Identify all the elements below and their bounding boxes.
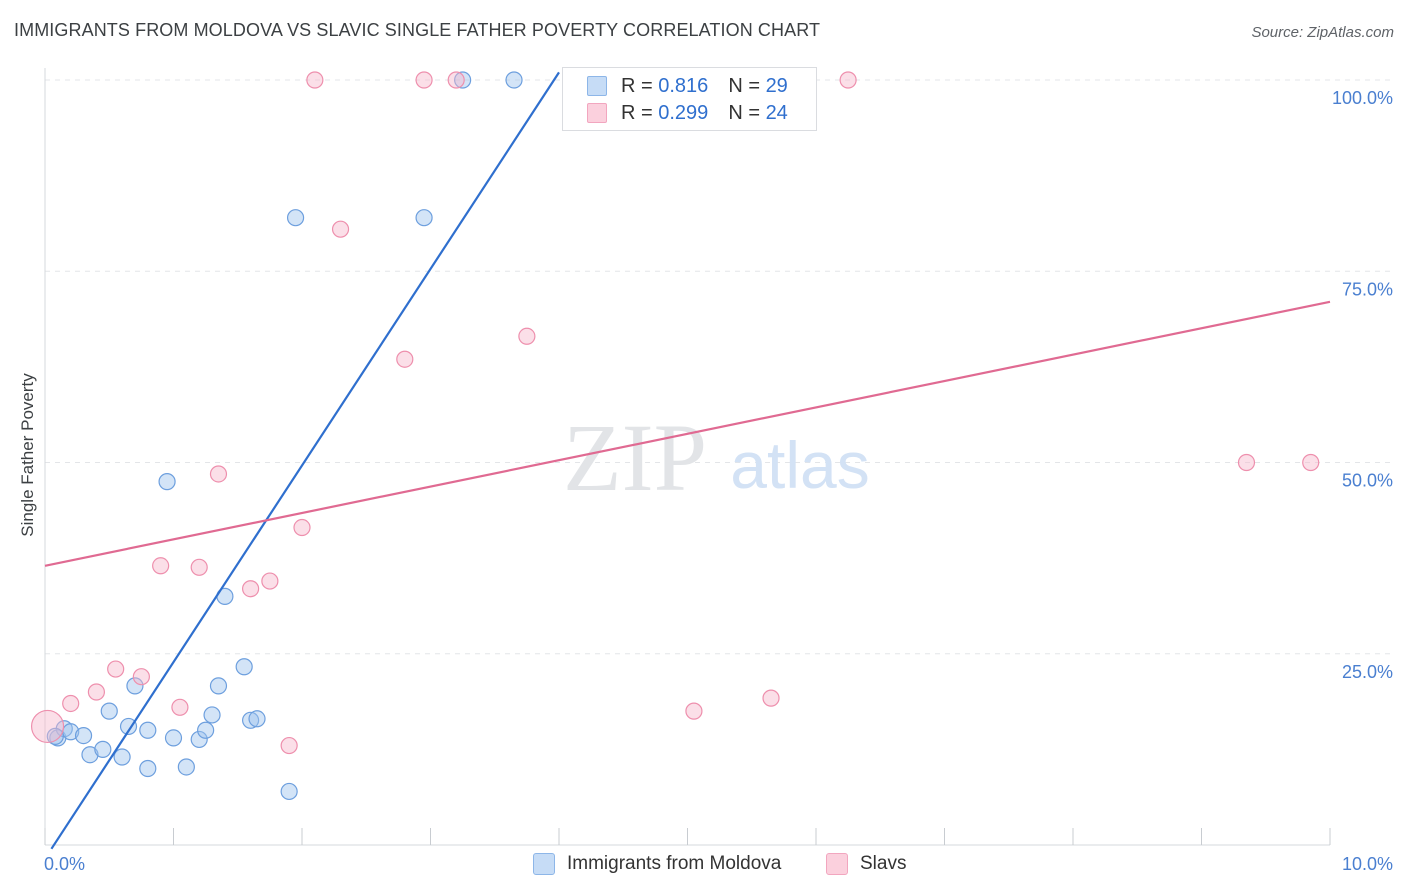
point-moldova [139, 759, 157, 778]
legend-r-label: R = [621, 74, 653, 97]
trend-line-slavs [44, 300, 1331, 567]
point-moldova [209, 677, 228, 695]
point-moldova [190, 730, 208, 749]
point-moldova [235, 658, 253, 676]
point-moldova [505, 71, 523, 89]
series-legend-moldova: Immigrants from Moldova [533, 853, 781, 875]
point-moldova [158, 473, 176, 491]
legend-n-value: 24 [765, 101, 788, 124]
point-moldova [139, 721, 157, 739]
point-moldova [46, 727, 64, 745]
legend-row-slavs: R = 0.299 N = 24 [587, 100, 788, 126]
axes [44, 68, 1331, 846]
series-swatch-slavs [826, 853, 848, 875]
legend-row-moldova: R = 0.816 N = 29 [587, 73, 788, 99]
point-moldova [94, 740, 112, 758]
point-slavs [447, 71, 465, 89]
legend-r-value: 0.299 [658, 101, 709, 124]
point-slavs [306, 71, 324, 89]
point-moldova [248, 710, 266, 728]
legend-swatch-moldova [587, 76, 607, 96]
point-moldova [164, 729, 183, 747]
series-swatch-moldova [533, 853, 555, 875]
point-moldova [113, 748, 131, 766]
point-moldova [81, 746, 99, 764]
point-slavs [152, 557, 170, 575]
point-moldova [415, 209, 433, 227]
point-slavs [62, 694, 80, 713]
point-slavs [171, 698, 189, 716]
legend-n-label: N = [728, 101, 760, 124]
correlation-legend: R = 0.816 N = 29 R = 0.299 N = 24 [562, 67, 817, 131]
point-slavs [261, 572, 279, 590]
point-slavs [87, 683, 106, 701]
series-label-slavs: Slavs [860, 853, 907, 874]
x-tick-label: 0.0% [44, 854, 85, 874]
point-slavs [107, 660, 125, 678]
point-slavs [190, 558, 208, 576]
point-slavs [293, 518, 311, 537]
point-slavs [518, 327, 536, 345]
point-slavs [1302, 453, 1320, 472]
y-tick-label: 25.0% [1342, 662, 1393, 682]
point-slavs [30, 709, 65, 744]
grid-lines [45, 79, 1395, 655]
legend-swatch-slavs [587, 103, 607, 123]
point-slavs [1237, 453, 1256, 472]
watermark-zip: ZIP [563, 404, 707, 511]
legend-r-label: R = [621, 101, 653, 124]
chart-title: IMMIGRANTS FROM MOLDOVA VS SLAVIC SINGLE… [14, 20, 821, 40]
series-label-moldova: Immigrants from Moldova [567, 853, 782, 874]
legend-r-value: 0.816 [658, 74, 709, 97]
point-moldova [203, 706, 221, 724]
point-moldova [74, 727, 93, 745]
point-slavs [331, 220, 350, 238]
y-tick-label: 75.0% [1342, 279, 1393, 299]
point-slavs [280, 736, 298, 755]
y-tick-label: 50.0% [1342, 471, 1393, 491]
point-moldova [286, 209, 305, 227]
data-points [30, 71, 1320, 801]
series-legend-slavs: Slavs [826, 853, 906, 875]
trend-lines [44, 71, 1331, 850]
point-slavs [685, 702, 703, 720]
point-slavs [762, 689, 780, 707]
point-moldova [126, 677, 144, 695]
point-moldova [177, 758, 195, 776]
point-moldova [197, 721, 215, 739]
point-slavs [242, 580, 260, 598]
y-tick-label: 100.0% [1332, 88, 1393, 108]
point-moldova [100, 702, 118, 720]
source-label: Source: ZipAtlas.com [1251, 24, 1394, 41]
watermark-atlas: atlas [730, 428, 869, 502]
legend-n-value: 29 [765, 74, 788, 97]
point-moldova [242, 711, 260, 729]
x-tick-label: 10.0% [1342, 854, 1393, 874]
tick-labels: 100.0% 75.0% 50.0% 25.0% 0.0% 10.0% [44, 88, 1393, 874]
point-slavs [415, 71, 433, 89]
legend-n-label: N = [728, 74, 760, 97]
point-slavs [132, 668, 150, 686]
point-slavs [396, 350, 414, 368]
trend-line-moldova [50, 71, 560, 850]
point-slavs [209, 465, 228, 483]
point-moldova [454, 71, 472, 89]
point-moldova [280, 782, 298, 801]
watermark: ZIP atlas [563, 404, 870, 511]
point-moldova [119, 717, 138, 736]
point-slavs [839, 71, 857, 89]
